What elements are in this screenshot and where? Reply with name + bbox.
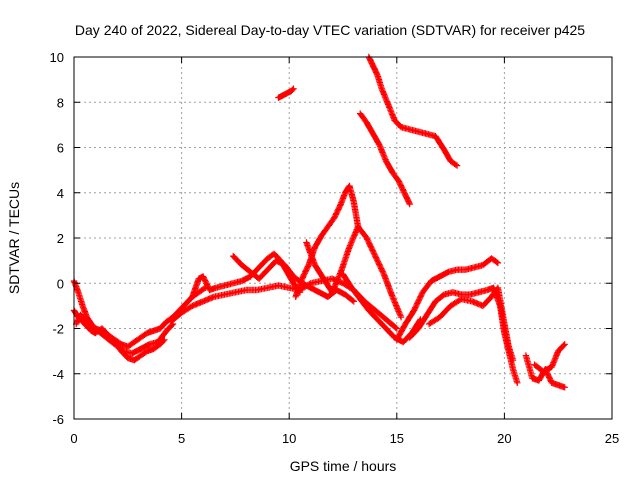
y-tick-label: 6: [57, 141, 64, 156]
marker-trail: [230, 252, 357, 305]
x-axis-label: GPS time / hours: [290, 458, 397, 474]
marker-trail: [303, 223, 405, 321]
y-tick-label: 10: [50, 50, 64, 65]
x-tick-label: 25: [605, 431, 619, 446]
marker-trail: [292, 182, 362, 300]
grid-lines: [74, 57, 612, 419]
marker-trail: [73, 311, 177, 357]
y-tick-label: -2: [52, 322, 64, 337]
marker-trail: [393, 255, 502, 343]
marker-trail: [531, 341, 568, 375]
y-tick-label: -4: [52, 367, 64, 382]
data-series: [70, 53, 568, 391]
series-track-1: [70, 284, 209, 350]
series-track-12: [425, 284, 517, 364]
y-tick-label: 8: [57, 95, 64, 110]
y-tick-label: -6: [52, 412, 64, 427]
marker-trail: [70, 284, 209, 350]
marker-trail: [275, 85, 297, 101]
axis-ticks: 0 5 10 15 20 25 -6 -4 -2 0 2 4 6 8 10: [50, 50, 620, 446]
y-tick-label: 0: [57, 276, 64, 291]
chart-title: Day 240 of 2022, Sidereal Day-to-day VTE…: [75, 22, 585, 38]
x-tick-label: 10: [282, 431, 296, 446]
y-tick-label: 4: [57, 186, 64, 201]
series-track-15: [275, 85, 297, 101]
series-track-8: [303, 223, 405, 321]
marker-trail: [425, 284, 517, 364]
series-track-6: [230, 252, 357, 305]
series-track-10: [393, 255, 502, 343]
series-track-17: [357, 110, 413, 208]
x-tick-label: 15: [390, 431, 404, 446]
x-tick-label: 5: [178, 431, 185, 446]
x-tick-label: 20: [497, 431, 511, 446]
series-track-7: [292, 182, 362, 300]
y-tick-label: 2: [57, 231, 64, 246]
y-axis-label: SDTVAR / TECUs: [6, 182, 22, 294]
x-tick-label: 0: [70, 431, 77, 446]
marker-trail: [357, 110, 413, 208]
series-track-3: [73, 311, 177, 357]
series-track-14: [531, 341, 568, 375]
